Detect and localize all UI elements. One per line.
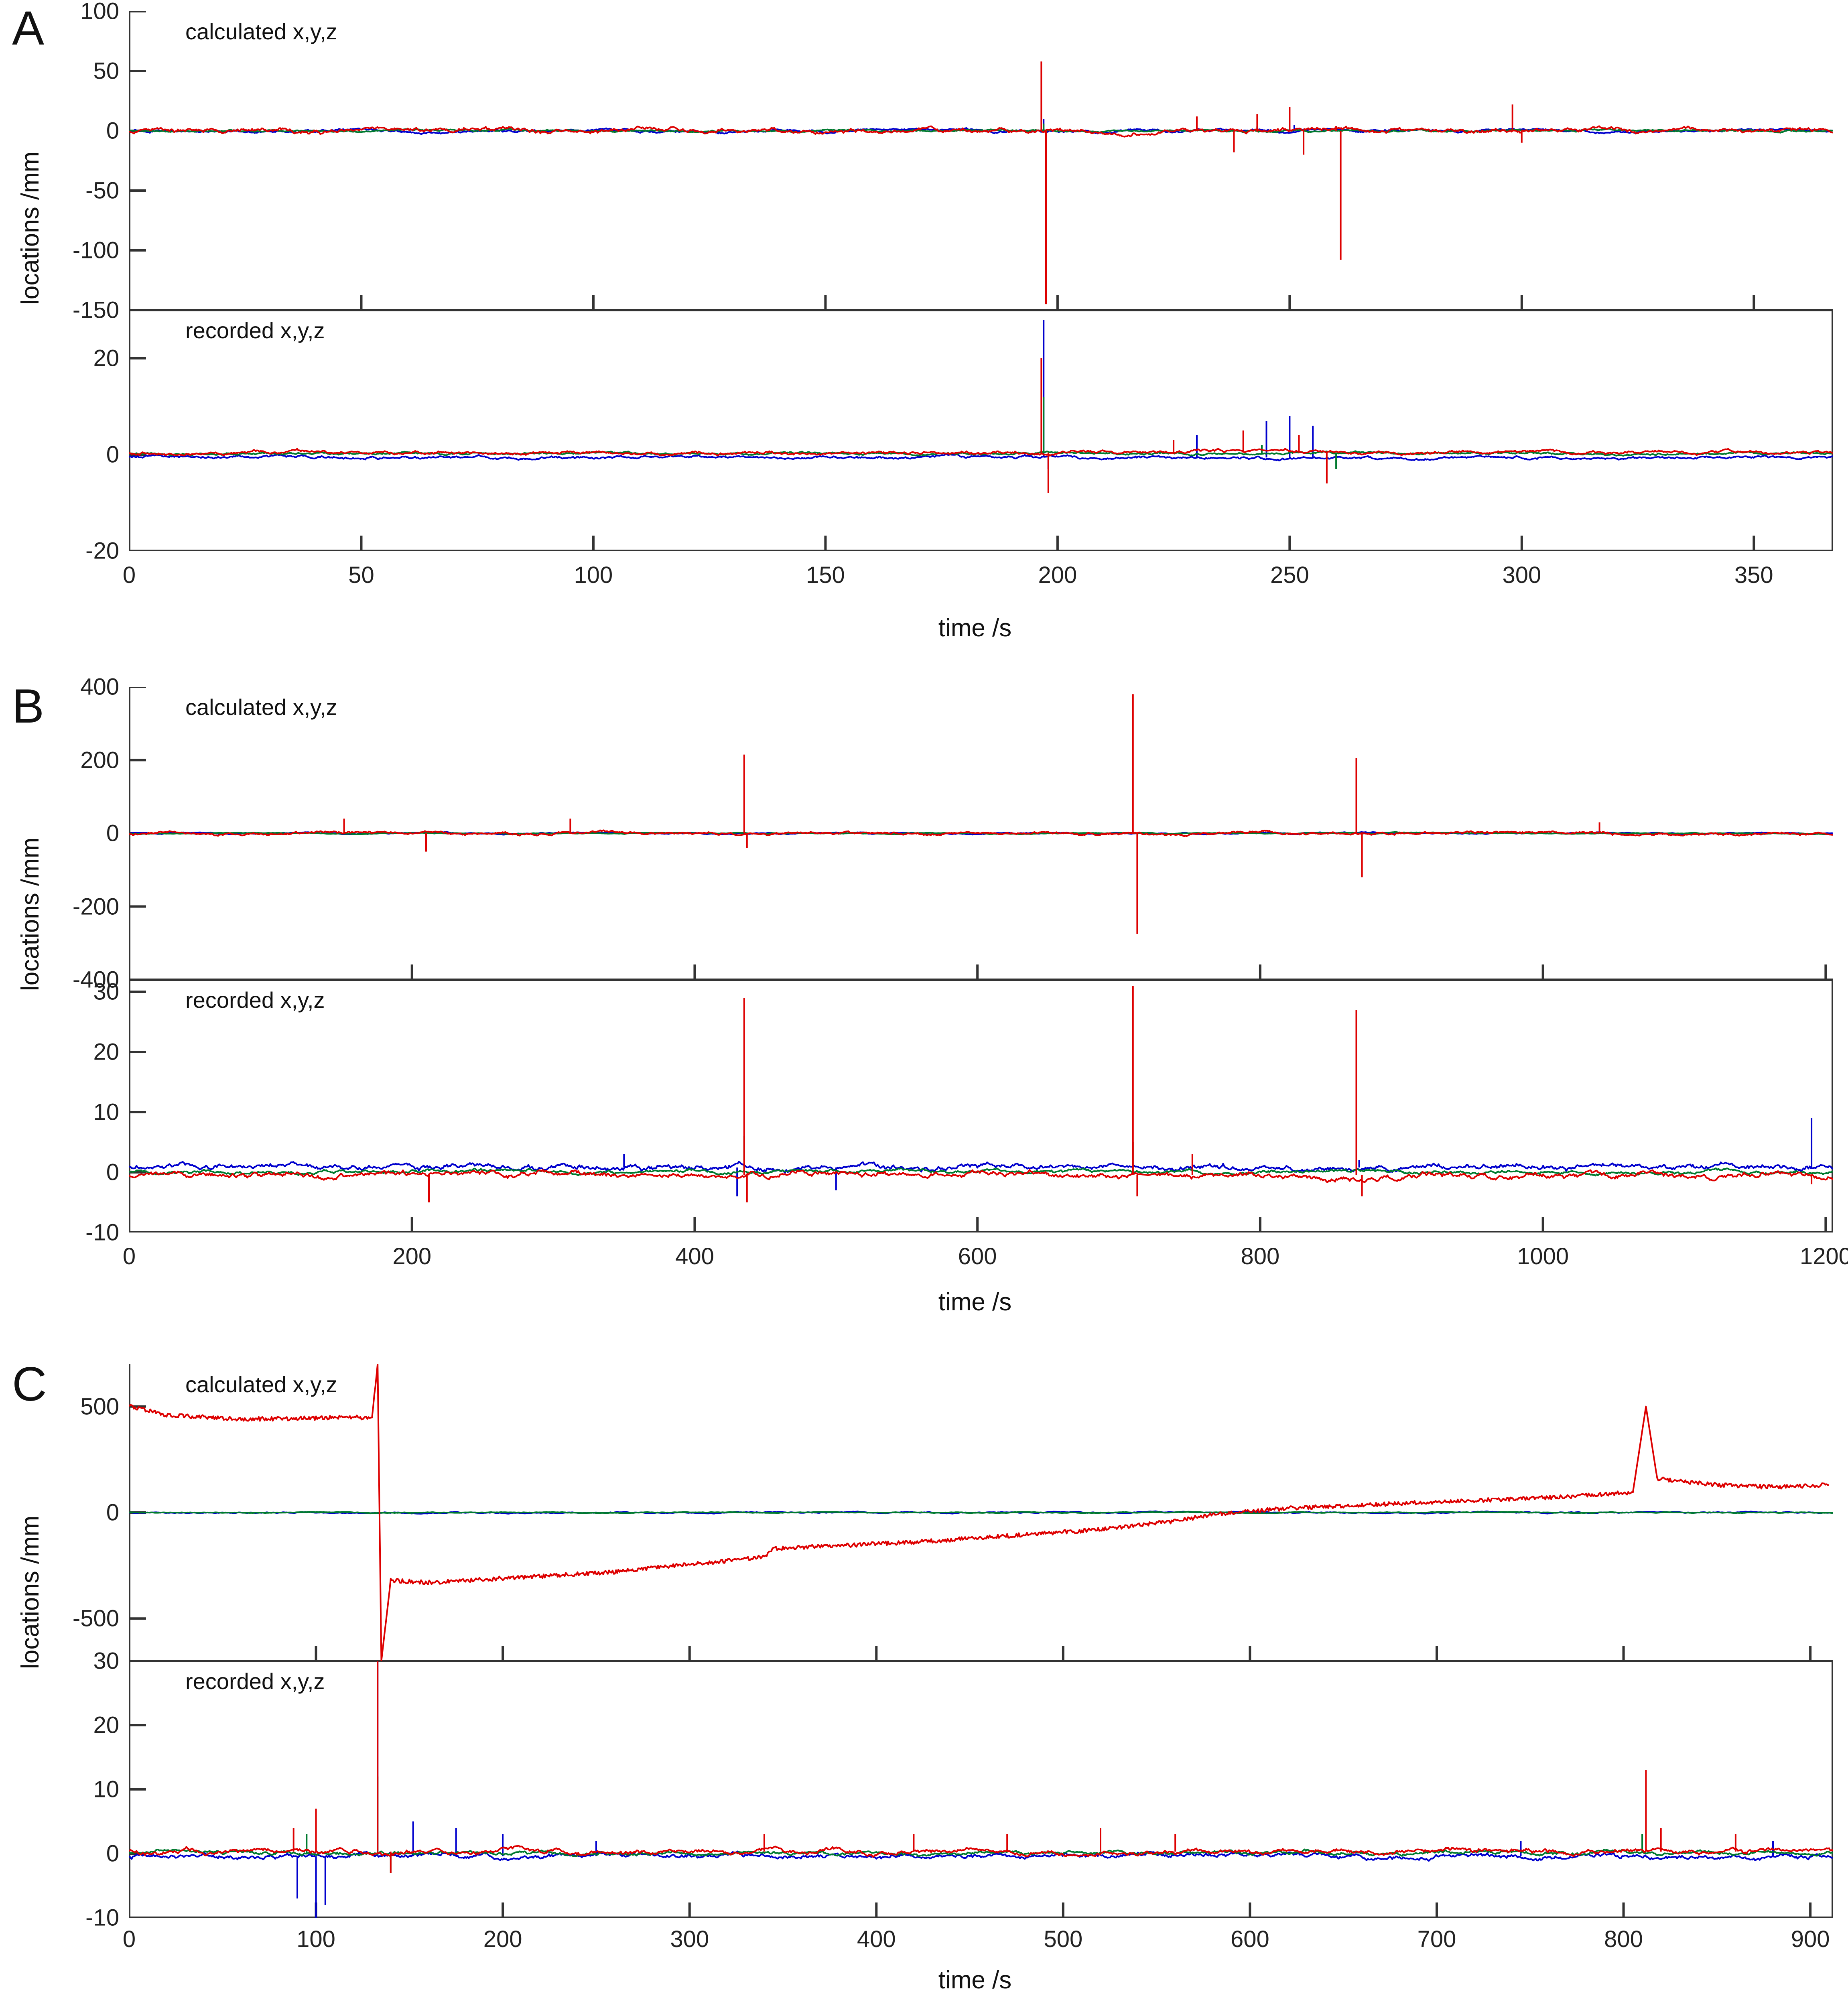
x-tick-label: 1200	[1799, 1243, 1848, 1269]
x-tick-label: 50	[348, 562, 374, 588]
trace-x	[128, 1661, 1833, 1918]
panel-letter-c: C	[12, 1357, 47, 1411]
y-tick-label: -20	[85, 538, 119, 564]
x-axis-title: time /s	[938, 1288, 1012, 1316]
trace-y	[129, 1511, 1833, 1515]
trace-z	[129, 358, 1833, 493]
x-tick-label: 700	[1417, 1926, 1456, 1952]
y-tick-label: -200	[72, 893, 119, 920]
trace-y	[129, 1777, 1833, 1873]
x-tick-label: 100	[574, 562, 613, 588]
panel-letter-b: B	[12, 679, 45, 733]
x-tick-label: 800	[1604, 1926, 1643, 1952]
y-tick-label: 400	[80, 674, 119, 700]
trace-z	[128, 986, 1834, 1202]
y-tick-label: -10	[85, 1904, 119, 1931]
x-tick-label: 100	[296, 1926, 335, 1952]
x-tick-label: 200	[483, 1926, 522, 1952]
y-tick-label: 200	[80, 747, 119, 773]
x-tick-label: 150	[806, 562, 845, 588]
x-tick-label: 0	[122, 1243, 136, 1269]
x-tick-label: 300	[1502, 562, 1541, 588]
y-axis-title: locations /mm	[16, 1515, 44, 1669]
y-tick-label: -500	[72, 1605, 119, 1632]
x-tick-label: 900	[1791, 1926, 1830, 1952]
x-axis-title: time /s	[938, 614, 1012, 642]
subplot-label: calculated x,y,z	[185, 694, 337, 720]
subplot-label: calculated x,y,z	[185, 19, 337, 44]
subplot-a-calculated: calculated x,y,z	[128, 10, 1833, 325]
y-tick-label: 0	[106, 1840, 119, 1867]
x-tick-label: 250	[1270, 562, 1309, 588]
y-tick-label: 10	[93, 1099, 119, 1125]
trace-z	[128, 1363, 1829, 1662]
x-tick-label: 600	[958, 1243, 997, 1269]
y-tick-label: 30	[93, 1648, 119, 1674]
subplot-a-recorded: recorded x,y,z	[128, 309, 1834, 552]
y-tick-label: 30	[93, 979, 119, 1005]
y-tick-label: 500	[80, 1393, 119, 1420]
subplot-label: recorded x,y,z	[185, 1669, 325, 1694]
y-tick-label: 20	[93, 1039, 119, 1065]
y-tick-label: -10	[85, 1219, 119, 1246]
x-axis-title: time /s	[938, 1966, 1012, 1994]
x-tick-label: 200	[1038, 562, 1077, 588]
y-tick-label: 20	[93, 345, 119, 372]
y-tick-label: -50	[85, 177, 119, 204]
y-tick-label: 100	[80, 0, 119, 24]
subplot-c-calculated: calculated x,y,z	[128, 1363, 1833, 1676]
trace-z	[128, 1661, 1833, 1873]
x-tick-label: 600	[1231, 1926, 1269, 1952]
panel-letter-a: A	[12, 1, 45, 55]
x-tick-label: 0	[122, 1926, 136, 1952]
y-tick-label: 0	[106, 1159, 119, 1186]
trace-x	[128, 320, 1833, 469]
y-tick-label: 0	[106, 820, 119, 847]
x-tick-label: 0	[122, 562, 136, 588]
trace-y	[129, 1136, 1833, 1177]
x-tick-label: 400	[675, 1243, 714, 1269]
x-tick-label: 800	[1241, 1243, 1280, 1269]
subplot-c-recorded: recorded x,y,z	[128, 1660, 1834, 1919]
subplot-b-calculated: calculated x,y,z	[128, 686, 1833, 995]
y-axis-title: locations /mm	[16, 151, 44, 305]
x-tick-label: 200	[392, 1243, 432, 1269]
subplot-b-recorded: recorded x,y,z	[128, 979, 1834, 1234]
x-tick-label: 350	[1734, 562, 1773, 588]
subplot-label: recorded x,y,z	[185, 987, 325, 1013]
x-tick-label: 400	[857, 1926, 896, 1952]
y-tick-label: 0	[106, 441, 119, 468]
y-tick-label: -100	[72, 237, 119, 264]
subplot-label: calculated x,y,z	[185, 1372, 337, 1397]
trace-x	[129, 1118, 1834, 1196]
y-tick-label: 50	[93, 58, 119, 84]
subplot-label: recorded x,y,z	[185, 318, 325, 343]
y-tick-label: -400	[72, 966, 119, 993]
y-tick-label: -150	[72, 297, 119, 323]
y-tick-label: 10	[93, 1776, 119, 1803]
trace-z	[128, 61, 1833, 305]
x-tick-label: 500	[1044, 1926, 1083, 1952]
trace-z	[128, 694, 1833, 934]
y-tick-label: 0	[106, 1499, 119, 1526]
trace-y	[129, 397, 1833, 469]
x-tick-label: 300	[670, 1926, 709, 1952]
y-tick-label: 20	[93, 1712, 119, 1738]
y-tick-label: 0	[106, 118, 119, 144]
x-tick-label: 1000	[1517, 1243, 1569, 1269]
